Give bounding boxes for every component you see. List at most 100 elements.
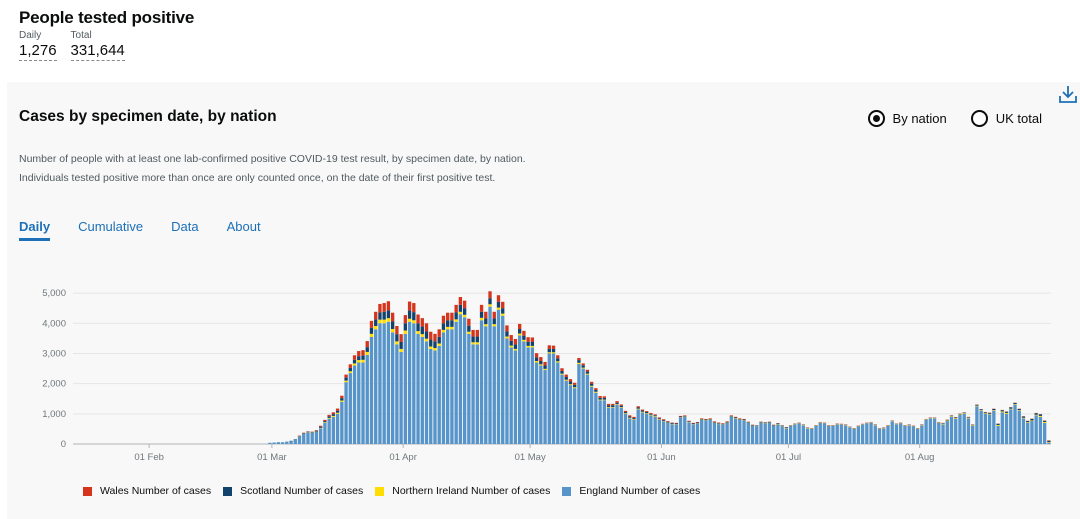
bar-segment[interactable] [395,344,399,444]
bar-segment[interactable] [962,413,966,444]
bar-segment[interactable] [987,412,992,414]
bar-segment[interactable] [446,320,450,327]
bar-segment[interactable] [653,415,657,417]
bar-segment[interactable] [594,391,598,393]
bar-segment[interactable] [327,414,331,417]
bar-segment[interactable] [1021,416,1026,418]
bar-segment[interactable] [602,400,606,444]
bar-segment[interactable] [348,367,352,372]
bar-segment[interactable] [378,319,382,324]
bar-segment[interactable] [378,312,382,320]
bar-segment[interactable] [467,331,471,334]
bar-segment[interactable] [666,421,670,422]
legend-item-northern-ireland[interactable]: Northern Ireland Number of cases [375,485,550,497]
bar-segment[interactable] [403,315,408,324]
bar-segment[interactable] [471,342,475,345]
bar-segment[interactable] [509,340,513,346]
bar-segment[interactable] [716,424,721,444]
bar-segment[interactable] [420,326,424,335]
bar-segment[interactable] [784,428,789,444]
bar-segment[interactable] [733,416,738,418]
bar-segment[interactable] [619,407,623,444]
bar-segment[interactable] [573,388,577,444]
bar-segment[interactable] [530,337,535,342]
bar-segment[interactable] [534,361,539,363]
bar-segment[interactable] [539,361,543,365]
bar-segment[interactable] [992,410,996,411]
bar-segment[interactable] [424,341,429,444]
bar-segment[interactable] [526,341,530,346]
bar-segment[interactable] [1017,410,1021,444]
bar-segment[interactable] [606,405,611,408]
bar-segment[interactable] [344,377,348,381]
bar-segment[interactable] [479,317,484,321]
bar-segment[interactable] [1017,408,1021,411]
bar-segment[interactable] [852,428,856,444]
bar-segment[interactable] [983,413,988,414]
bar-segment[interactable] [585,369,590,372]
bar-segment[interactable] [539,357,543,361]
bar-segment[interactable] [437,329,441,337]
bar-segment[interactable] [975,404,979,406]
bar-segment[interactable] [602,396,606,398]
bar-segment[interactable] [928,418,932,444]
bar-segment[interactable] [636,409,640,444]
bar-segment[interactable] [475,329,479,337]
bar-segment[interactable] [640,411,645,413]
bar-segment[interactable] [772,425,776,444]
radio-unchecked-icon[interactable] [970,110,988,127]
bar-segment[interactable] [513,350,518,444]
bar-segment[interactable] [716,423,721,424]
bar-segment[interactable] [653,416,657,444]
bar-segment[interactable] [623,410,628,413]
bar-segment[interactable] [374,311,378,320]
bar-segment[interactable] [429,331,433,340]
bar-segment[interactable] [958,413,962,415]
bar-segment[interactable] [1034,413,1038,415]
bar-segment[interactable] [594,392,598,444]
bar-segment[interactable] [661,420,666,422]
bar-segment[interactable] [1034,414,1038,416]
bar-segment[interactable] [323,421,327,423]
bar-segment[interactable] [543,370,547,444]
bar-segment[interactable] [352,359,357,364]
bar-segment[interactable] [526,347,530,444]
bar-segment[interactable] [1042,421,1047,423]
bar-segment[interactable] [433,350,437,444]
bar-segment[interactable] [437,345,441,444]
bar-segment[interactable] [450,329,454,444]
bar-segment[interactable] [932,418,937,444]
bar-segment[interactable] [369,327,374,334]
bar-segment[interactable] [547,345,551,349]
bar-segment[interactable] [568,385,573,444]
bar-segment[interactable] [310,432,314,444]
bar-segment[interactable] [1004,413,1009,444]
bar-segment[interactable] [420,336,424,444]
radio-by-nation[interactable]: By nation [867,110,947,127]
bar-segment[interactable] [560,373,564,375]
bar-segment[interactable] [615,404,619,405]
bar-segment[interactable] [340,401,344,444]
bar-segment[interactable] [911,426,916,444]
total-value[interactable]: 331,644 [70,42,125,61]
bar-segment[interactable] [653,416,657,417]
bar-segment[interactable] [615,401,619,403]
bar-segment[interactable] [945,420,949,422]
bar-segment[interactable] [458,311,463,315]
bar-segment[interactable] [632,416,636,419]
bar-segment[interactable] [708,419,712,444]
bar-segment[interactable] [374,325,378,330]
bar-segment[interactable] [1038,416,1043,444]
bar-segment[interactable] [839,424,844,444]
bar-segment[interactable] [505,331,509,337]
bar-segment[interactable] [471,344,475,444]
bar-segment[interactable] [471,329,475,337]
bar-segment[interactable] [467,333,471,444]
bar-segment[interactable] [954,417,958,419]
bar-segment[interactable] [441,329,446,333]
bar-segment[interactable] [577,364,581,444]
radio-checked-icon[interactable] [867,110,885,127]
bar-segment[interactable] [611,407,615,444]
bar-segment[interactable] [645,413,649,444]
bar-segment[interactable] [293,439,297,444]
